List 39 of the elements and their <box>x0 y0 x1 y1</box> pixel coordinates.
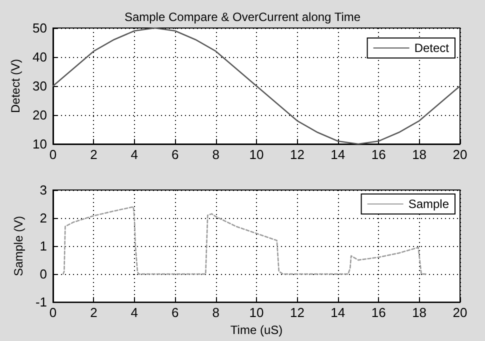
x-axis-title: Time (uS) <box>230 323 283 337</box>
x-tick-label: 18 <box>412 305 427 320</box>
y-tick-label: 1 <box>40 238 47 254</box>
x-tick-label: 4 <box>130 305 138 320</box>
x-tick-label: 2 <box>90 147 98 162</box>
x-tick-label: 0 <box>49 147 57 162</box>
y-tick-label: 2 <box>40 210 47 226</box>
x-tick-label: 2 <box>90 305 98 320</box>
x-tick-label: 18 <box>412 147 427 162</box>
y-axis-title: Detect (V) <box>8 58 23 114</box>
x-tick-label: 6 <box>171 305 179 320</box>
x-tick-label: 14 <box>330 305 346 320</box>
x-tick-label: 0 <box>49 305 57 320</box>
x-tick-label: 12 <box>290 147 304 162</box>
y-tick-label: 0 <box>40 266 47 282</box>
y-tick-label: 20 <box>32 108 47 122</box>
y-tick-label: 3 <box>40 182 47 198</box>
x-tick-label: 8 <box>212 147 220 162</box>
legend-label: Sample <box>408 197 450 211</box>
x-tick-label: 16 <box>371 305 386 320</box>
x-tick-label: 4 <box>130 147 138 162</box>
x-tick-label: 20 <box>452 147 468 162</box>
x-tick-label: 16 <box>371 147 386 162</box>
x-tick-label: 14 <box>330 147 346 162</box>
y-tick-label: -1 <box>35 294 47 310</box>
y-axis-title: Sample (V) <box>12 216 26 276</box>
line-series <box>52 27 461 145</box>
legend-label: Detect <box>414 41 450 55</box>
chart-title: Sample Compare & OverCurrent along Time <box>124 10 361 24</box>
y-tick-label: 50 <box>32 20 47 36</box>
x-tick-label: 10 <box>249 147 264 162</box>
x-tick-label: 12 <box>290 305 304 320</box>
x-tick-label: 10 <box>249 305 264 320</box>
y-tick-label: 30 <box>32 78 47 94</box>
x-tick-label: 8 <box>212 305 220 320</box>
y-tick-label: 10 <box>32 136 47 152</box>
y-tick-label: 40 <box>32 50 47 64</box>
x-tick-label: 20 <box>452 305 468 320</box>
x-tick-label: 6 <box>171 147 179 162</box>
